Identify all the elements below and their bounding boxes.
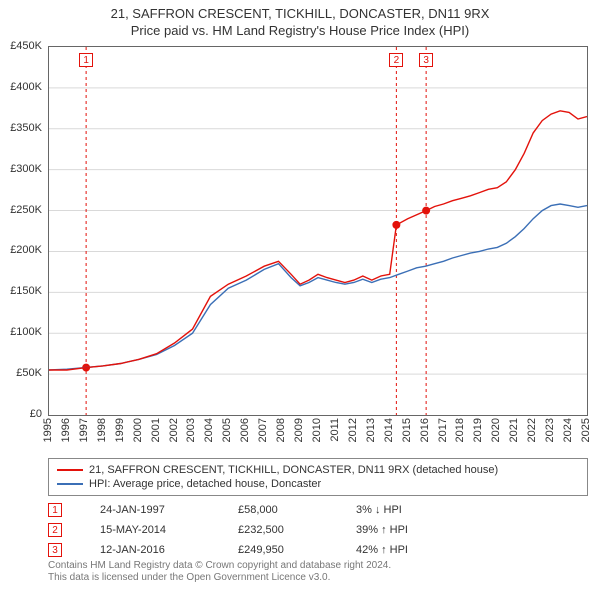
attribution-line-2: This data is licensed under the Open Gov…: [48, 572, 588, 584]
x-tick-label: 2025: [580, 418, 592, 442]
x-tick-label: 2018: [454, 418, 466, 442]
sale-row-price: £232,500: [238, 524, 318, 536]
x-tick-label: 2013: [365, 418, 377, 442]
legend-label-property: 21, SAFFRON CRESCENT, TICKHILL, DONCASTE…: [89, 464, 498, 476]
x-tick-label: 1996: [60, 418, 72, 442]
y-tick-label: £250K: [10, 204, 42, 216]
sale-row-price: £249,950: [238, 544, 318, 556]
sale-row-delta: 42% ↑ HPI: [356, 544, 436, 556]
sale-row-badge: 2: [48, 523, 62, 537]
legend-row-hpi: HPI: Average price, detached house, Donc…: [57, 477, 579, 491]
x-tick-label: 2007: [257, 418, 269, 442]
x-tick-label: 2015: [401, 418, 413, 442]
x-tick-label: 2009: [293, 418, 305, 442]
sale-row-badge: 3: [48, 543, 62, 557]
title-line-2: Price paid vs. HM Land Registry's House …: [0, 23, 600, 40]
x-tick-label: 2004: [203, 418, 215, 442]
attribution: Contains HM Land Registry data © Crown c…: [48, 560, 588, 584]
x-tick-label: 2002: [168, 418, 180, 442]
x-tick-label: 2000: [132, 418, 144, 442]
legend: 21, SAFFRON CRESCENT, TICKHILL, DONCASTE…: [48, 458, 588, 496]
x-tick-label: 2021: [508, 418, 520, 442]
x-tick-label: 2024: [562, 418, 574, 442]
sale-row-date: 12-JAN-2016: [100, 544, 200, 556]
legend-label-hpi: HPI: Average price, detached house, Donc…: [89, 478, 321, 490]
sale-row-date: 15-MAY-2014: [100, 524, 200, 536]
sales-table: 1 24-JAN-1997 £58,000 3% ↓ HPI 2 15-MAY-2014 £…: [48, 500, 588, 560]
sale-row: 1 24-JAN-1997 £58,000 3% ↓ HPI: [48, 500, 588, 520]
x-tick-label: 2008: [275, 418, 287, 442]
x-tick-label: 2022: [526, 418, 538, 442]
attribution-line-1: Contains HM Land Registry data © Crown c…: [48, 560, 588, 572]
y-tick-label: £0: [30, 408, 42, 420]
y-tick-label: £200K: [10, 244, 42, 256]
titles: 21, SAFFRON CRESCENT, TICKHILL, DONCASTE…: [0, 0, 600, 40]
x-tick-label: 2017: [437, 418, 449, 442]
sale-row: 3 12-JAN-2016 £249,950 42% ↑ HPI: [48, 540, 588, 560]
x-tick-label: 2005: [221, 418, 233, 442]
x-tick-label: 2011: [329, 418, 341, 442]
y-tick-label: £150K: [10, 285, 42, 297]
sale-row-delta: 39% ↑ HPI: [356, 524, 436, 536]
x-tick-label: 2003: [185, 418, 197, 442]
x-tick-label: 1999: [114, 418, 126, 442]
x-tick-label: 2020: [490, 418, 502, 442]
x-tick-label: 2023: [544, 418, 556, 442]
y-tick-label: £300K: [10, 163, 42, 175]
y-tick-label: £400K: [10, 81, 42, 93]
chart-container: 21, SAFFRON CRESCENT, TICKHILL, DONCASTE…: [0, 0, 600, 590]
title-line-1: 21, SAFFRON CRESCENT, TICKHILL, DONCASTE…: [0, 6, 600, 23]
y-tick-label: £450K: [10, 40, 42, 52]
x-tick-label: 2006: [239, 418, 251, 442]
y-axis-ticks: £0£50K£100K£150K£200K£250K£300K£350K£400…: [0, 46, 46, 416]
x-tick-label: 1998: [96, 418, 108, 442]
x-tick-label: 2019: [472, 418, 484, 442]
x-tick-label: 2014: [383, 418, 395, 442]
x-tick-label: 2010: [311, 418, 323, 442]
y-tick-label: £50K: [16, 367, 42, 379]
plot-svg: [49, 47, 587, 415]
sale-marker-badge: 2: [389, 53, 403, 67]
legend-row-property: 21, SAFFRON CRESCENT, TICKHILL, DONCASTE…: [57, 463, 579, 477]
sale-marker-badge: 3: [419, 53, 433, 67]
x-tick-label: 1997: [78, 418, 90, 442]
legend-swatch-hpi: [57, 483, 83, 485]
x-tick-label: 1995: [42, 418, 54, 442]
sale-row-badge: 1: [48, 503, 62, 517]
x-axis-ticks: 1995199619971998199920002001200220032004…: [48, 416, 588, 454]
x-tick-label: 2001: [150, 418, 162, 442]
y-tick-label: £350K: [10, 122, 42, 134]
x-tick-label: 2012: [347, 418, 359, 442]
plot-area: 1 2 3: [48, 46, 588, 416]
sale-row-price: £58,000: [238, 504, 318, 516]
sale-row: 2 15-MAY-2014 £232,500 39% ↑ HPI: [48, 520, 588, 540]
sale-marker-badge: 1: [79, 53, 93, 67]
legend-swatch-property: [57, 469, 83, 471]
sale-row-date: 24-JAN-1997: [100, 504, 200, 516]
y-tick-label: £100K: [10, 326, 42, 338]
sale-row-delta: 3% ↓ HPI: [356, 504, 436, 516]
x-tick-label: 2016: [419, 418, 431, 442]
